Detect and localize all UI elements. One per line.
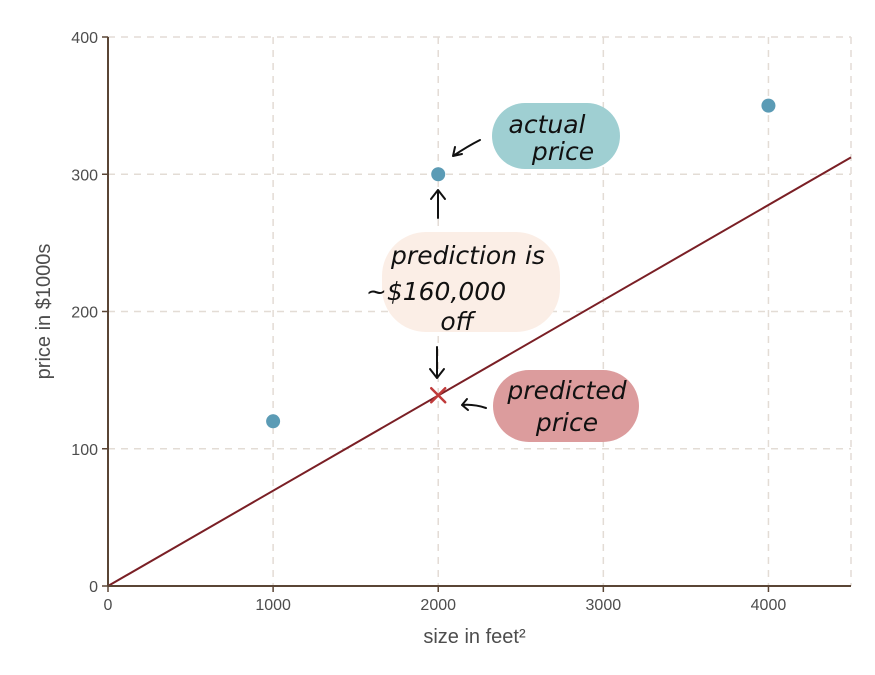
- x-tick-label: 0: [104, 597, 113, 614]
- x-axis-title: size in feet²: [423, 626, 526, 648]
- prediction-error-bubble: [382, 232, 560, 332]
- y-tick-label: 100: [71, 442, 98, 459]
- x-tick-label: 2000: [420, 597, 456, 614]
- x-tick-label: 3000: [586, 597, 622, 614]
- data-point: [431, 167, 446, 182]
- regression-line: [107, 156, 852, 587]
- actual-price-arrow: [452, 139, 481, 157]
- predicted-point-marker: [429, 386, 447, 404]
- x-axis-ticks: 0 1000 2000 3000 4000: [104, 586, 787, 614]
- y-tick-label: 0: [89, 579, 98, 596]
- data-points: [266, 98, 776, 429]
- y-tick-label: 200: [71, 305, 98, 322]
- predicted-price-bubble: [493, 370, 639, 442]
- prediction-error-label-line-1: prediction is: [390, 241, 545, 270]
- y-axis-title: price in $1000s: [33, 244, 55, 380]
- predicted-point-x: [429, 386, 447, 404]
- predicted-price-label-line-2: price: [535, 408, 598, 437]
- actual-price-bubble: [492, 103, 620, 169]
- prediction-error-label-line-2: ~$160,000: [366, 277, 506, 306]
- y-axis-ticks: 0 100 200 300 400: [71, 30, 108, 596]
- x-tick-label: 1000: [255, 597, 291, 614]
- prediction-error-label-line-3: off: [440, 307, 476, 336]
- actual-price-label-line-2: price: [531, 137, 594, 166]
- y-tick-label: 400: [71, 30, 98, 47]
- up-arrow: [430, 189, 446, 219]
- data-point: [761, 98, 776, 113]
- data-point: [266, 414, 281, 429]
- y-tick-label: 300: [71, 167, 98, 184]
- x-tick-label: 4000: [751, 597, 787, 614]
- predicted-price-label-line-1: predicted: [506, 376, 626, 405]
- predicted-price-arrow: [461, 398, 487, 411]
- actual-price-label-line-1: actual: [509, 110, 586, 139]
- down-arrow: [429, 346, 445, 379]
